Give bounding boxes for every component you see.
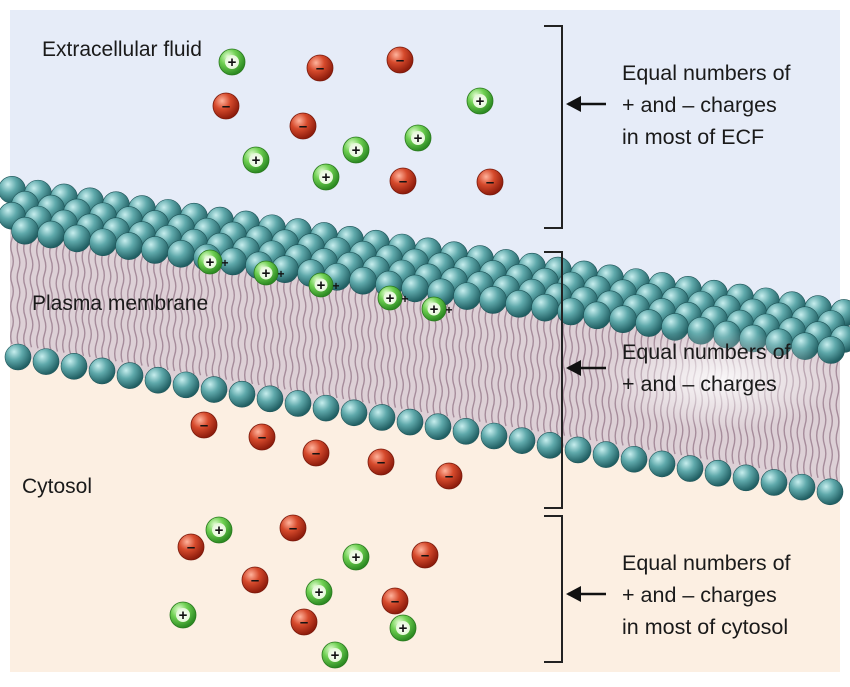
svg-text:+: + bbox=[352, 549, 361, 566]
svg-text:+: + bbox=[322, 169, 331, 186]
svg-text:+: + bbox=[445, 303, 452, 317]
cytosol-boundary-negative-ion: – bbox=[368, 449, 394, 475]
svg-text:–: – bbox=[377, 454, 385, 471]
ecf-note-line-1: Equal numbers of bbox=[622, 61, 791, 85]
cytosol-boundary-negative-ion: – bbox=[436, 463, 462, 489]
ecf-positive-ion: + bbox=[467, 88, 493, 114]
ecf-negative-ion: – bbox=[307, 55, 333, 81]
svg-text:–: – bbox=[486, 174, 494, 191]
cytosol-boundary-negative-ion: – bbox=[249, 424, 275, 450]
ecf-negative-ion: – bbox=[477, 169, 503, 195]
cytosol-boundary-negative-ion: – bbox=[303, 440, 329, 466]
svg-text:–: – bbox=[312, 445, 320, 462]
cytosol-positive-ion: + bbox=[206, 517, 232, 543]
ecf-negative-ion: – bbox=[213, 93, 239, 119]
svg-text:+: + bbox=[430, 301, 439, 318]
ecf-positive-ion: + bbox=[343, 137, 369, 163]
svg-text:–: – bbox=[300, 614, 308, 631]
cytosol-negative-ion: – bbox=[291, 609, 317, 635]
svg-text:+: + bbox=[414, 130, 423, 147]
svg-text:–: – bbox=[222, 98, 230, 115]
cytosol-negative-ion: – bbox=[280, 515, 306, 541]
svg-text:+: + bbox=[352, 142, 361, 159]
svg-text:+: + bbox=[215, 522, 224, 539]
ecf-note-line-2: + and – charges bbox=[622, 93, 777, 117]
ecf-positive-ion: + bbox=[243, 147, 269, 173]
ecf-positive-ion: + bbox=[219, 49, 245, 75]
svg-text:–: – bbox=[316, 60, 324, 77]
ecf-label: Extracellular fluid bbox=[42, 38, 202, 61]
cytosol-note-line-1: Equal numbers of bbox=[622, 551, 791, 575]
svg-text:–: – bbox=[251, 572, 259, 589]
cytosol-boundary-negative-ion: – bbox=[191, 412, 217, 438]
svg-text:+: + bbox=[476, 93, 485, 110]
cytosol-negative-ion: – bbox=[412, 542, 438, 568]
svg-text:–: – bbox=[399, 173, 407, 190]
ecf-note-line-3: in most of ECF bbox=[622, 125, 764, 149]
svg-text:+: + bbox=[332, 279, 339, 293]
ecf-positive-ion: + bbox=[313, 164, 339, 190]
ecf-negative-ion: – bbox=[290, 113, 316, 139]
svg-text:–: – bbox=[299, 118, 307, 135]
membrane-label: Plasma membrane bbox=[32, 292, 208, 315]
svg-text:+: + bbox=[399, 620, 408, 637]
cytosol-negative-ion: – bbox=[178, 534, 204, 560]
svg-text:–: – bbox=[396, 52, 404, 69]
cytosol-positive-ion: + bbox=[170, 602, 196, 628]
cytosol-positive-ion: + bbox=[343, 544, 369, 570]
svg-text:–: – bbox=[421, 547, 429, 564]
membrane-note-line-2: + and – charges bbox=[622, 372, 777, 396]
svg-text:+: + bbox=[331, 647, 340, 664]
membrane-note-line-1: Equal numbers of bbox=[622, 340, 791, 364]
svg-text:+: + bbox=[252, 152, 261, 169]
svg-text:+: + bbox=[228, 54, 237, 71]
ecf-negative-ion: – bbox=[390, 168, 416, 194]
svg-text:–: – bbox=[258, 429, 266, 446]
cytosol-note-line-3: in most of cytosol bbox=[622, 615, 788, 639]
cytosol-positive-ion: + bbox=[390, 615, 416, 641]
cytosol-positive-ion: + bbox=[322, 642, 348, 668]
svg-text:+: + bbox=[401, 292, 408, 306]
ecf-negative-ion: – bbox=[387, 47, 413, 73]
svg-text:+: + bbox=[277, 267, 284, 281]
cytosol-negative-ion: – bbox=[382, 588, 408, 614]
svg-text:–: – bbox=[200, 417, 208, 434]
svg-text:–: – bbox=[187, 539, 195, 556]
cytosol-label: Cytosol bbox=[22, 475, 92, 498]
svg-text:+: + bbox=[206, 254, 215, 271]
svg-text:+: + bbox=[262, 265, 271, 282]
svg-text:+: + bbox=[315, 584, 324, 601]
svg-text:+: + bbox=[221, 256, 228, 270]
svg-text:+: + bbox=[386, 290, 395, 307]
ecf-positive-ion: + bbox=[405, 125, 431, 151]
svg-text:–: – bbox=[445, 468, 453, 485]
svg-text:–: – bbox=[289, 520, 297, 537]
svg-text:+: + bbox=[317, 277, 326, 294]
cytosol-note-line-2: + and – charges bbox=[622, 583, 777, 607]
cytosol-negative-ion: – bbox=[242, 567, 268, 593]
svg-text:–: – bbox=[391, 593, 399, 610]
cytosol-positive-ion: + bbox=[306, 579, 332, 605]
svg-text:+: + bbox=[179, 607, 188, 624]
